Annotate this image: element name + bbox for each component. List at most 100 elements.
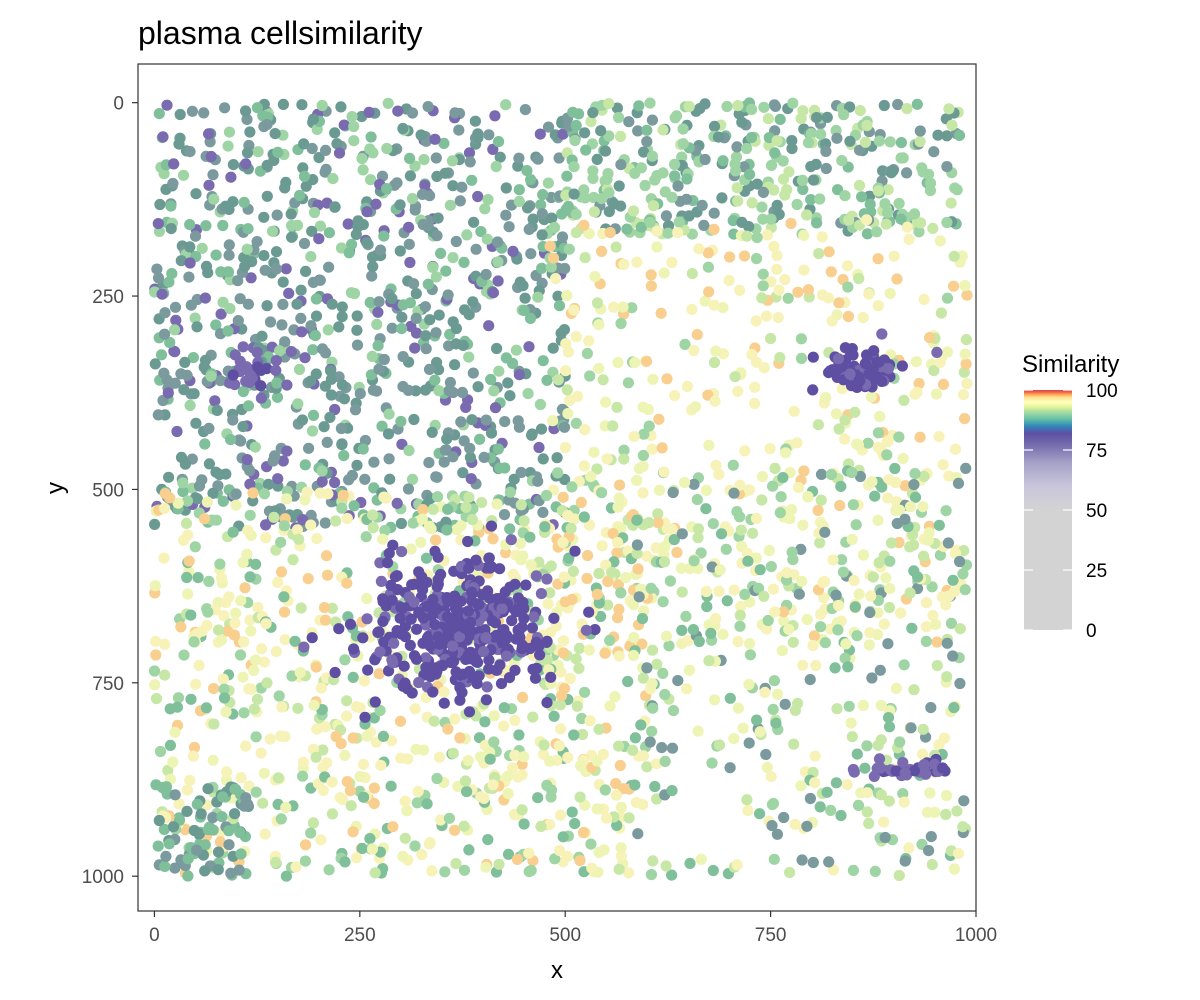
cell-point [825,468,838,481]
cell-point [724,692,736,704]
cell-point [558,635,570,647]
cell-point [199,438,211,450]
cell-point [441,433,453,445]
y-tick-label: 1000 [82,867,124,888]
cell-point [651,758,663,770]
cell-point [954,677,966,690]
cell-point [349,404,362,416]
cell-point [329,666,341,679]
cell-point [442,503,454,515]
cell-point [673,216,685,228]
cell-point [406,473,419,485]
cell-point [679,476,691,489]
cell-point [169,324,181,336]
cell-point [660,860,672,872]
cell-point [795,113,807,125]
cell-point [482,194,494,206]
cell-point [406,107,419,119]
cell-point [268,511,280,523]
cell-point [242,298,254,310]
cell-point [369,696,381,708]
cell-point [229,808,241,820]
cell-point [667,486,679,499]
cell-point [210,319,222,331]
cell-point [243,683,255,695]
cell-point [866,672,878,684]
cell-point [901,167,913,179]
cell-point [721,595,733,607]
cell-point [335,422,347,435]
cell-point [518,751,530,763]
x-tick-label: 500 [549,925,581,946]
legend-tick-label: 25 [1086,561,1107,582]
cell-point [774,113,786,125]
cell-point [498,508,511,521]
cell-point [339,654,351,666]
cell-point [163,276,175,288]
cell-point [367,260,379,273]
cell-point [488,736,500,748]
cell-point [863,817,875,830]
cell-point [450,322,462,335]
cell-point [321,569,334,581]
cell-point [544,587,556,599]
cell-point [952,847,965,860]
cell-point [861,806,873,818]
cell-point [423,838,435,850]
cell-point [341,710,353,722]
cell-point [734,284,746,296]
cell-point [351,459,363,471]
cell-point [522,202,534,214]
cell-point [374,244,387,256]
chart-title: plasma cellsimilarity [138,15,423,51]
cell-point [727,459,739,471]
cell-point [458,256,470,268]
cell-point [615,159,627,171]
cell-point [532,475,544,487]
cell-point [536,208,548,220]
cell-point [771,135,783,147]
cell-point [258,250,270,262]
cell-point [637,449,650,462]
cell-point [942,537,955,549]
cell-point [792,697,804,710]
cell-point [683,100,695,113]
cell-point [156,288,168,300]
cell-point [579,424,591,436]
cell-point [261,190,273,202]
cell-point [731,859,743,871]
cell-point [804,792,817,805]
cell-point [439,444,451,456]
cell-point [751,232,763,244]
cell-point [692,523,705,535]
cell-point [215,634,227,646]
cell-point [611,401,623,413]
cell-point [373,668,385,680]
cell-point [805,128,817,140]
cell-point [222,140,234,152]
cell-point [158,823,170,836]
cell-point [326,298,338,310]
cell-point [347,826,359,838]
cell-point [565,522,577,534]
cell-point [861,228,874,240]
cell-point [832,624,844,636]
cell-point [416,513,428,525]
cell-point [237,671,249,683]
cell-point [220,200,232,212]
cell-point [402,384,414,396]
cell-point [426,865,438,877]
cell-point [175,621,187,633]
cell-point [610,789,623,801]
cell-point [232,275,244,287]
cell-point [357,758,370,770]
cell-point [933,431,945,443]
cell-point [637,799,649,811]
cell-point [710,613,722,625]
cell-point [259,828,271,840]
cell-point [538,739,550,751]
cell-point [873,135,886,147]
cell-point [244,126,256,138]
cell-point [237,421,249,433]
cell-point [758,362,770,374]
